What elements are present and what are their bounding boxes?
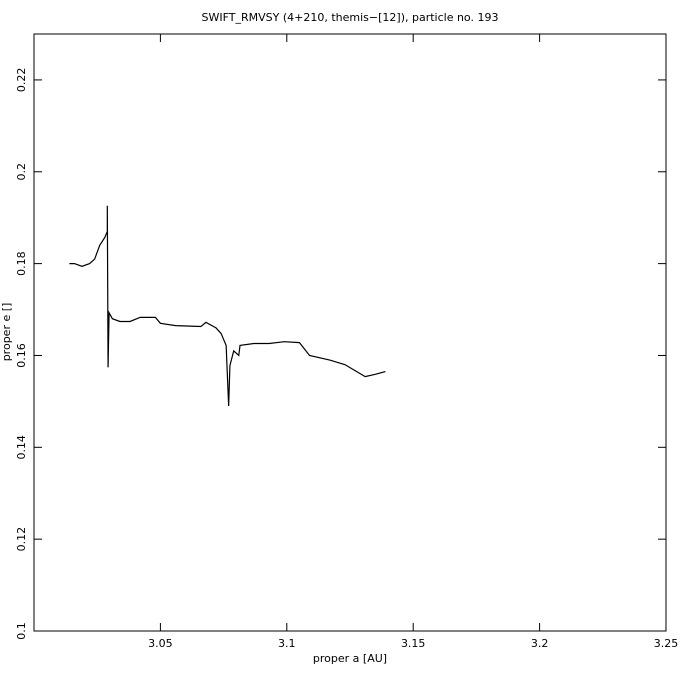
y-axis-label: proper e [] [0, 303, 13, 362]
data-line [69, 205, 386, 407]
x-tick-label: 3.1 [278, 637, 296, 650]
x-axis-label: proper a [AU] [313, 652, 387, 665]
chart-title: SWIFT_RMVSY (4+210, themis−[12]), partic… [202, 11, 499, 24]
x-tick-label: 3.2 [531, 637, 549, 650]
y-tick-label: 0.2 [15, 163, 28, 181]
x-tick-label: 3.05 [148, 637, 173, 650]
y-tick-label: 0.22 [15, 68, 28, 93]
y-tick-label: 0.16 [15, 343, 28, 368]
y-tick-label: 0.14 [15, 435, 28, 460]
x-tick-label: 3.15 [401, 637, 426, 650]
y-tick-label: 0.1 [15, 622, 28, 640]
plot-frame [33, 33, 667, 632]
y-tick-label: 0.18 [15, 251, 28, 276]
x-tick-label: 3.25 [654, 637, 679, 650]
y-tick-label: 0.12 [15, 527, 28, 552]
